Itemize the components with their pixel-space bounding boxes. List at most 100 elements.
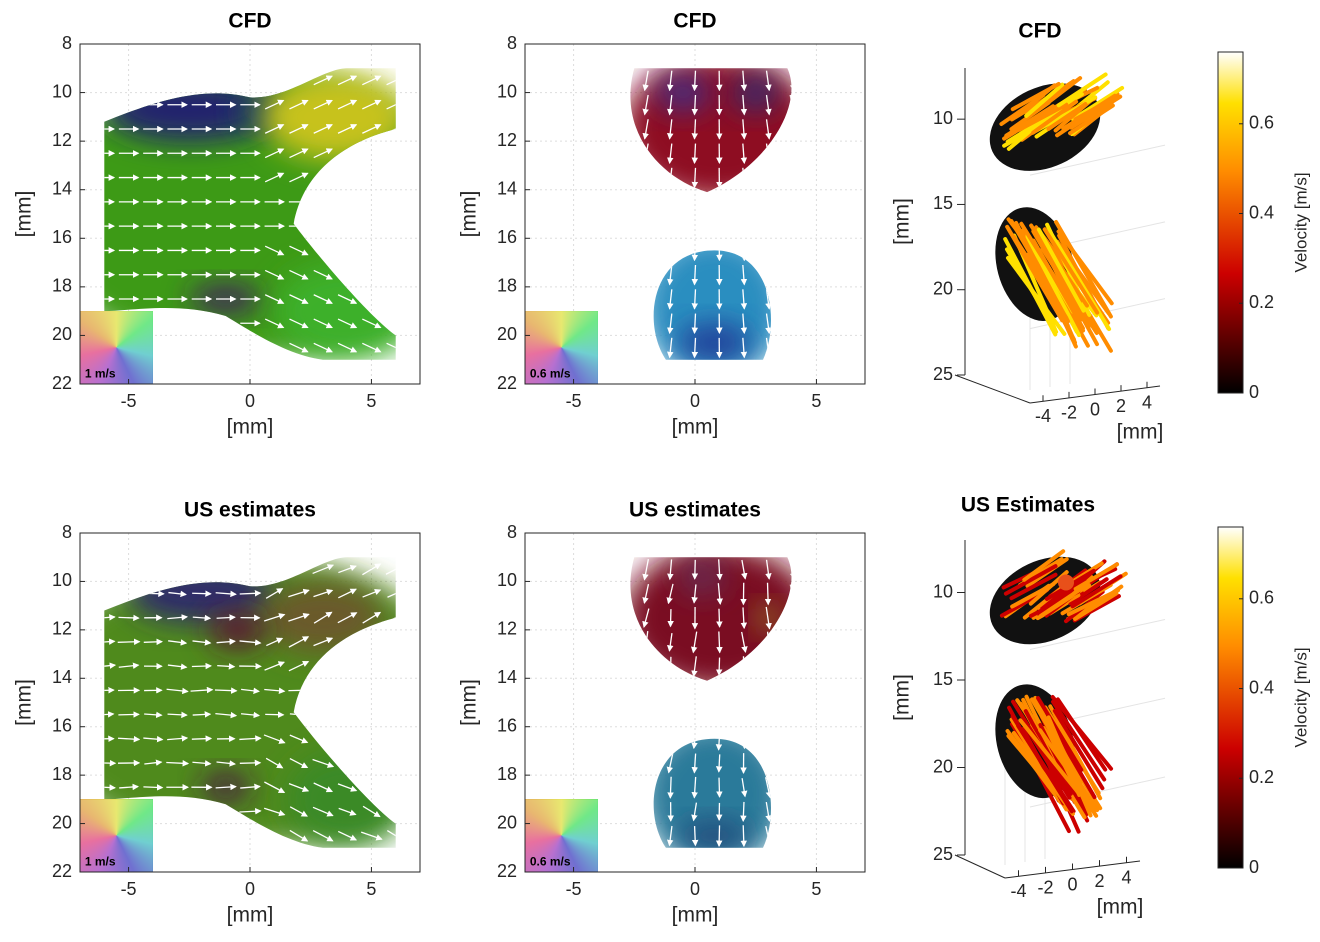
velocity-arrow — [595, 95, 601, 114]
velocity-arrow — [545, 95, 553, 114]
velocity-arrow — [790, 192, 794, 211]
velocity-arrow — [619, 632, 625, 651]
velocity-arrow — [767, 753, 768, 773]
velocity-arrow — [546, 705, 553, 724]
velocity-arrow — [95, 690, 114, 691]
velocity-arrow — [620, 119, 625, 138]
flow-color — [262, 73, 408, 160]
velocity-arrow — [838, 802, 843, 821]
y-tick-label: 16 — [497, 227, 517, 247]
y-tick-label: 10 — [933, 581, 953, 601]
velocity-arrow — [645, 241, 648, 260]
velocity-arrow — [790, 338, 794, 357]
velocity-arrow — [838, 730, 844, 748]
velocity-arrow — [620, 144, 625, 163]
velocity-arrow — [338, 270, 356, 279]
y-tick-label: 25 — [933, 364, 953, 384]
y-tick-label: 18 — [497, 764, 517, 784]
velocity-arrow — [719, 631, 720, 652]
velocity-arrow — [619, 753, 624, 774]
velocity-arrow — [596, 657, 600, 675]
velocity-arrow — [670, 705, 672, 724]
velocity-arrow — [338, 246, 356, 255]
velocity-arrow — [645, 192, 648, 211]
velocity-arrow — [719, 682, 720, 699]
velocity-arrow — [619, 705, 625, 724]
velocity-arrow — [790, 801, 795, 822]
y-tick-label: 22 — [52, 861, 72, 881]
velocity-arrow — [595, 777, 601, 797]
colorbar-label: Velocity [m/s] — [1291, 172, 1310, 272]
y-tick-label: 12 — [52, 619, 72, 639]
velocity-arrow — [767, 192, 770, 211]
x-tick-label: 0 — [245, 391, 255, 411]
velocity-arrow — [265, 76, 283, 85]
velocity-arrow — [215, 569, 237, 570]
velocity-arrow — [670, 777, 671, 798]
y-tick-label: 10 — [497, 570, 517, 590]
velocity-arrow — [545, 168, 553, 187]
velocity-arrow — [838, 681, 844, 700]
velocity-arrow — [645, 314, 648, 333]
velocity-arrow — [789, 633, 795, 651]
y-axis-label: [mm] — [891, 198, 914, 245]
velocity-arrow — [669, 681, 673, 700]
velocity-arrow — [338, 173, 356, 182]
y-tick-label: 14 — [52, 667, 72, 687]
velocity-arrow — [621, 656, 623, 676]
velocity-arrow — [595, 71, 601, 90]
y-tick-label: 22 — [497, 861, 517, 881]
velocity-arrow — [595, 289, 601, 308]
x-tick-label: -4 — [1035, 406, 1051, 426]
y-tick-label: 14 — [497, 178, 517, 198]
velocity-arrow — [192, 593, 211, 594]
velocity-arrow — [545, 585, 554, 603]
y-tick-label: 15 — [933, 193, 953, 213]
velocity-arrow — [695, 826, 696, 845]
x-tick-label: 0 — [690, 879, 700, 899]
x-tick-label: 4 — [1142, 392, 1152, 412]
panel: 1 m/s-505810121416182022CFD[mm][mm] — [13, 10, 469, 439]
velocity-arrow — [767, 168, 770, 187]
x-tick-label: 4 — [1121, 867, 1131, 887]
velocity-arrow — [646, 658, 648, 675]
velocity-arrow — [387, 173, 405, 182]
colorbar-tick-label: 0.2 — [1249, 767, 1274, 787]
velocity-arrow — [838, 338, 844, 357]
colorbar-tick-label: 0.2 — [1249, 292, 1274, 312]
colorbar-label: Velocity [m/s] — [1291, 647, 1310, 747]
chart-title: CFD — [228, 10, 271, 33]
velocity-arrow — [646, 754, 647, 773]
velocity-arrow — [95, 569, 114, 570]
velocity-arrow — [619, 681, 625, 701]
velocity-arrow — [215, 690, 237, 691]
panel-3d: 10152025-4-2024CFD[mm][mm] — [891, 20, 1165, 444]
velocity-arrow — [837, 607, 844, 628]
velocity-arrow — [143, 787, 162, 788]
y-tick-label: 18 — [497, 276, 517, 296]
flow-color — [654, 73, 712, 112]
velocity-arrow — [386, 807, 405, 817]
velocity-arrow — [645, 168, 648, 187]
velocity-arrow — [644, 681, 649, 701]
x-tick-label: 0 — [1090, 399, 1100, 419]
velocity-arrow — [791, 682, 794, 699]
velocity-arrow — [767, 216, 770, 235]
velocity-arrow — [838, 168, 844, 187]
x-tick-label: -4 — [1010, 881, 1026, 901]
velocity-arrow — [766, 680, 770, 700]
velocity-arrow — [386, 760, 406, 766]
velocity-arrow — [789, 705, 795, 724]
flow-color — [678, 323, 751, 362]
velocity-arrow — [791, 825, 793, 846]
velocity-arrow — [743, 705, 744, 724]
velocity-arrow — [595, 583, 601, 604]
x-axis-label: [mm] — [227, 904, 274, 927]
velocity-arrow — [743, 729, 745, 748]
velocity-arrow — [546, 753, 552, 772]
x-tick-label: 0 — [1067, 874, 1077, 894]
y-tick-label: 12 — [52, 130, 72, 150]
x-tick-label: -2 — [1037, 878, 1053, 898]
velocity-arrow — [545, 216, 553, 235]
velocity-arrow — [838, 144, 844, 163]
